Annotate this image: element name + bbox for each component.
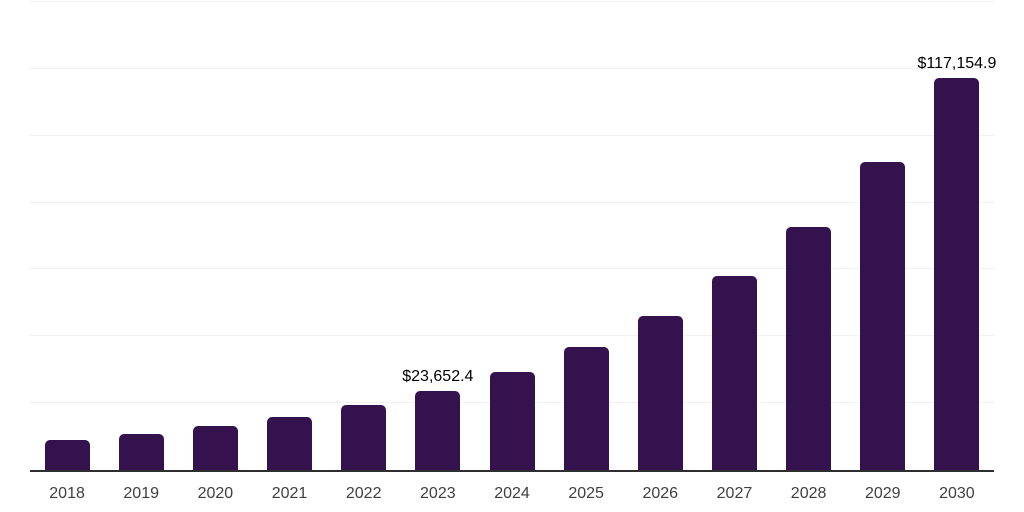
x-axis-label-2021: 2021 <box>271 485 308 502</box>
gridline <box>30 1 994 2</box>
x-axis-label-2028: 2028 <box>790 485 827 502</box>
x-axis-label-2018: 2018 <box>49 485 85 502</box>
x-axis-label-2024: 2024 <box>494 485 530 502</box>
gridline <box>30 268 994 270</box>
x-axis-label-2029: 2029 <box>864 485 901 502</box>
x-axis-label-2020: 2020 <box>197 485 234 502</box>
bar-2025[interactable] <box>563 346 609 470</box>
bar-2019[interactable] <box>118 433 164 470</box>
gridline <box>30 201 994 203</box>
bar-2026[interactable] <box>637 316 683 470</box>
bar-2027[interactable] <box>711 276 757 470</box>
x-axis-label-2025: 2025 <box>568 485 604 502</box>
bar-2024[interactable] <box>489 372 535 470</box>
gridline <box>30 335 994 337</box>
x-axis-label-2030: 2030 <box>939 485 975 502</box>
x-axis-label-2026: 2026 <box>642 485 679 502</box>
bar-2030[interactable] <box>934 78 980 470</box>
x-axis-label-2022: 2022 <box>345 485 382 502</box>
data-label-2030: $117,154.9 <box>917 55 997 73</box>
bar-2022[interactable] <box>341 404 387 470</box>
x-axis-label-2019: 2019 <box>123 485 159 502</box>
bar-2028[interactable] <box>786 226 832 470</box>
bar-2029[interactable] <box>860 162 906 470</box>
x-axis-label-2023: 2023 <box>420 485 456 502</box>
bar-2023[interactable] <box>415 390 461 470</box>
bar-2021[interactable] <box>267 416 313 470</box>
bar-2020[interactable] <box>192 425 238 470</box>
x-axis-label-2027: 2027 <box>716 485 753 502</box>
plot-area <box>30 1 994 470</box>
gridline <box>30 134 994 136</box>
x-axis-line <box>30 470 994 472</box>
gridline <box>30 67 994 69</box>
bar-2018[interactable] <box>44 439 90 470</box>
data-label-2023: $23,652.4 <box>402 367 474 385</box>
